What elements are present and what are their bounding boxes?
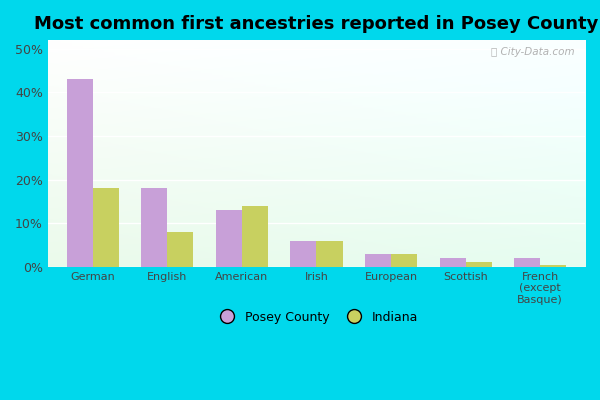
Legend: Posey County, Indiana: Posey County, Indiana xyxy=(209,306,423,329)
Bar xyxy=(167,232,193,267)
Title: Most common first ancestries reported in Posey County: Most common first ancestries reported in… xyxy=(34,15,599,33)
Bar xyxy=(365,254,391,267)
Bar xyxy=(316,241,343,267)
Bar xyxy=(540,265,566,267)
Bar xyxy=(216,210,242,267)
Bar xyxy=(67,79,92,267)
Bar xyxy=(514,258,540,267)
Bar xyxy=(466,262,492,267)
Bar xyxy=(440,258,466,267)
Bar xyxy=(92,188,119,267)
Bar xyxy=(141,188,167,267)
Text: ⓘ City-Data.com: ⓘ City-Data.com xyxy=(491,47,574,57)
Bar xyxy=(290,241,316,267)
Bar xyxy=(391,254,417,267)
Bar xyxy=(242,206,268,267)
